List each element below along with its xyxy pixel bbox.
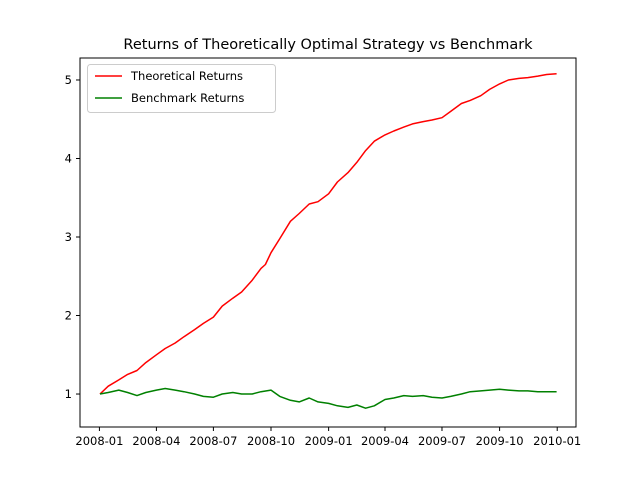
series-line-benchmark-returns: [99, 387, 557, 409]
y-tick-label: 1: [65, 387, 72, 401]
x-tick-label: 2009-04: [361, 434, 409, 448]
x-tick-label: 2008-01: [75, 434, 123, 448]
x-tick-label: 2009-07: [418, 434, 466, 448]
x-tick-label: 2009-01: [305, 434, 353, 448]
legend-box: [87, 64, 276, 113]
legend: Theoretical Returns Benchmark Returns: [87, 64, 276, 113]
x-axis: 2008-01 2008-04 2008-07 2008-10 2009-01 2009-…: [75, 427, 581, 448]
y-tick-label: 4: [65, 151, 72, 165]
y-tick-label: 5: [65, 73, 72, 87]
x-tick-label: 2008-07: [189, 434, 237, 448]
legend-label-benchmark-returns: Benchmark Returns: [131, 91, 244, 105]
y-axis: 1 2 3 4 5: [65, 73, 80, 401]
x-tick-label: 2010-01: [533, 434, 581, 448]
x-tick-label: 2008-10: [247, 434, 295, 448]
series-layer: [99, 72, 557, 409]
plot-area: 2008-01 2008-04 2008-07 2008-10 2009-01 2009-…: [65, 57, 581, 448]
y-tick-label: 3: [65, 230, 72, 244]
x-tick-label: 2009-10: [476, 434, 524, 448]
chart-title: Returns of Theoretically Optimal Strateg…: [123, 37, 533, 53]
legend-label-theoretical-returns: Theoretical Returns: [130, 69, 243, 83]
series-line-theoretical-returns: [99, 72, 557, 395]
y-tick-label: 2: [65, 309, 72, 323]
axes-frame: [79, 57, 577, 428]
x-tick-label: 2008-04: [132, 434, 180, 448]
